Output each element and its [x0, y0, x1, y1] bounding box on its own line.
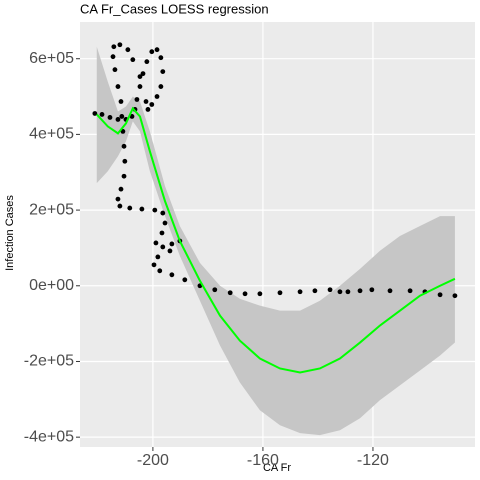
point	[125, 47, 131, 53]
y-tick-label: 2e+05	[29, 201, 74, 218]
point	[118, 186, 124, 192]
point	[327, 287, 333, 293]
point	[297, 289, 303, 295]
point	[242, 291, 248, 297]
point	[154, 94, 160, 99]
point	[227, 290, 233, 296]
point	[110, 54, 116, 60]
point	[162, 220, 168, 226]
point	[152, 207, 158, 213]
point	[169, 272, 175, 278]
x-tick-label: -120	[357, 452, 389, 469]
point	[357, 288, 363, 294]
point	[117, 203, 123, 209]
point	[118, 99, 124, 104]
point	[407, 288, 413, 294]
point	[160, 244, 166, 250]
point	[143, 99, 149, 104]
point	[169, 241, 175, 247]
point	[154, 47, 160, 53]
y-tick-label: -2e+05	[24, 353, 74, 370]
y-tick-label: -4e+05	[24, 428, 74, 445]
point	[369, 287, 375, 293]
point	[92, 111, 98, 116]
point	[387, 288, 393, 294]
point	[159, 230, 165, 236]
y-axis-label: Infection Cases	[4, 195, 16, 271]
point	[345, 289, 351, 295]
point	[160, 69, 166, 75]
point	[137, 74, 143, 80]
point	[257, 291, 263, 297]
point	[119, 114, 125, 119]
point	[117, 42, 123, 48]
point	[149, 49, 155, 55]
point	[149, 102, 155, 107]
x-axis-label: CA Fr	[263, 462, 291, 474]
point	[167, 248, 173, 254]
point	[115, 84, 121, 89]
point	[277, 290, 283, 296]
point	[158, 84, 164, 89]
point	[121, 173, 127, 179]
point	[121, 143, 127, 149]
point	[452, 293, 458, 299]
point	[212, 287, 218, 293]
point	[337, 289, 343, 295]
chart-title: CA Fr_Cases LOESS regression	[80, 1, 269, 16]
point	[437, 292, 443, 298]
point	[115, 117, 121, 122]
point	[182, 277, 188, 283]
y-tick-label: 0e+00	[29, 277, 74, 294]
point	[134, 97, 140, 102]
point	[139, 206, 145, 212]
point	[140, 71, 146, 77]
y-tick-label: 4e+05	[29, 126, 74, 143]
point	[107, 115, 113, 120]
point	[112, 67, 118, 73]
point	[157, 268, 163, 274]
point	[151, 262, 157, 268]
point	[122, 158, 128, 164]
point	[145, 107, 151, 112]
x-tick-label: -200	[137, 452, 169, 469]
point	[144, 59, 150, 65]
point	[137, 84, 143, 89]
point	[158, 55, 164, 61]
loess-line	[96, 106, 456, 374]
point	[111, 44, 117, 50]
x-tick-label: -160	[247, 452, 279, 469]
point	[155, 254, 161, 260]
point	[160, 210, 166, 216]
point	[130, 57, 136, 63]
point	[99, 112, 105, 117]
point	[312, 288, 318, 294]
point	[127, 205, 133, 211]
point	[115, 196, 121, 202]
y-tick-label: 6e+05	[29, 50, 74, 67]
point	[153, 240, 159, 246]
